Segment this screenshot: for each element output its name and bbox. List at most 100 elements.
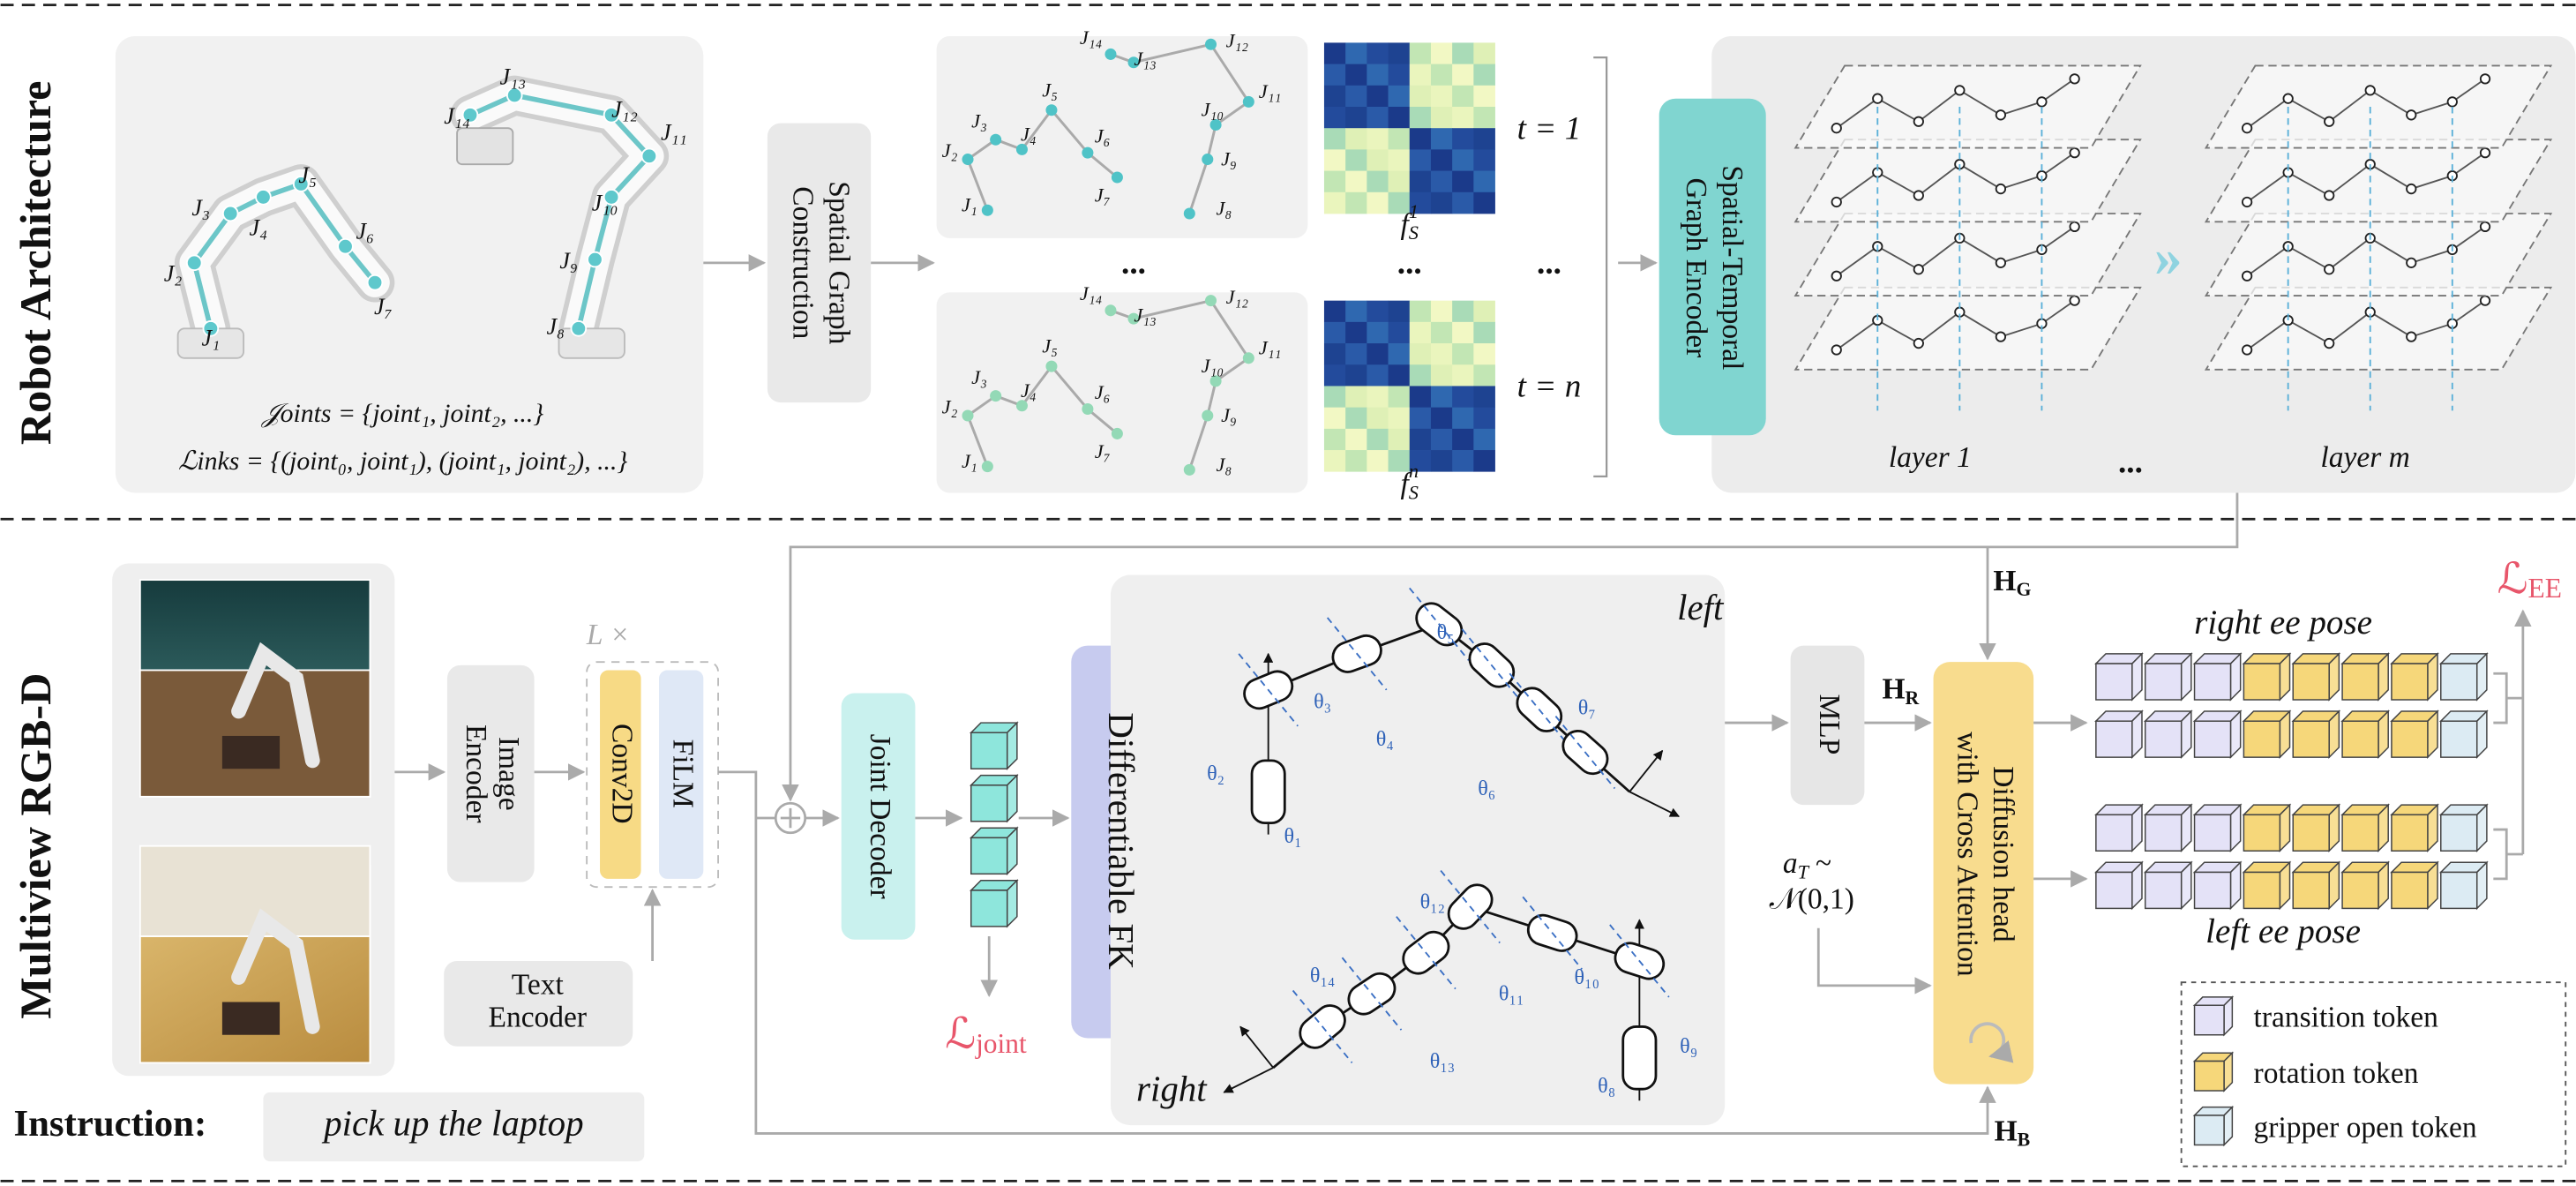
noise-subscript: T bbox=[1798, 860, 1810, 882]
joint-node bbox=[185, 254, 203, 272]
joint-label: J₁₃ bbox=[1134, 48, 1156, 70]
noise-symbol: a bbox=[1783, 847, 1798, 880]
cube-front bbox=[2391, 871, 2429, 910]
joint-node bbox=[221, 205, 239, 222]
layer-node bbox=[1913, 190, 1924, 201]
joint-axis bbox=[1461, 628, 1523, 702]
heatmap-cell bbox=[1452, 128, 1474, 150]
box bbox=[841, 693, 916, 940]
joint-node bbox=[505, 86, 523, 104]
joint-label: J₅ bbox=[1042, 79, 1058, 101]
layer-node bbox=[2479, 221, 2491, 233]
joint-label: J₁₂ bbox=[611, 97, 638, 123]
heatmap-cell bbox=[1388, 321, 1411, 344]
joint-axis bbox=[1396, 916, 1456, 990]
legend-label: rotation token bbox=[2254, 1057, 2419, 1090]
joint-label: J₇ bbox=[1095, 440, 1111, 462]
joint-axis bbox=[1341, 957, 1403, 1031]
heatmap-cell bbox=[1452, 149, 1474, 171]
layer-label: layer m bbox=[2320, 441, 2409, 474]
cube-front bbox=[2095, 663, 2133, 701]
joint-label: J₉ bbox=[1221, 404, 1237, 426]
joint-label: J₁₄ bbox=[1080, 282, 1102, 304]
heatmap-cell bbox=[1452, 364, 1474, 387]
fk-panel bbox=[1110, 574, 1726, 1126]
heatmap-cell bbox=[1323, 321, 1346, 344]
robot-gripper bbox=[456, 127, 514, 166]
heatmap-cell bbox=[1367, 64, 1389, 86]
joint-axis bbox=[1326, 617, 1388, 691]
heatmap-cell bbox=[1323, 386, 1346, 409]
layer-node bbox=[2324, 190, 2335, 201]
joints-set: 𝒥oints = {joint₁, joint₂, ...} bbox=[260, 399, 543, 428]
cube-front bbox=[2144, 814, 2183, 852]
graph-node bbox=[1183, 463, 1195, 476]
heatmap-cell bbox=[1367, 106, 1389, 129]
box-label: Joint Decoder bbox=[864, 734, 896, 899]
legend-label: gripper open token bbox=[2254, 1111, 2477, 1144]
heatmap-cell bbox=[1409, 343, 1432, 365]
joint-label: J₉ bbox=[1221, 148, 1237, 170]
graph-node bbox=[962, 409, 974, 422]
graph-node bbox=[1045, 360, 1058, 372]
angle-label: θ₇ bbox=[1578, 696, 1596, 720]
heatmap-cell bbox=[1345, 300, 1367, 323]
graph-layer bbox=[2204, 213, 2553, 296]
joint-node bbox=[603, 189, 620, 206]
heatmap-cell bbox=[1388, 364, 1411, 387]
layer-node bbox=[1831, 123, 1842, 134]
ellipsis: ... bbox=[1397, 245, 1422, 281]
joint-label: J₅ bbox=[1042, 335, 1058, 357]
joint-node bbox=[603, 106, 620, 124]
joint-label: J₄ bbox=[250, 215, 268, 241]
layer-node bbox=[2069, 221, 2080, 233]
heatmap-cell bbox=[1473, 343, 1495, 365]
photo-laptop bbox=[221, 1002, 281, 1035]
graph-layer bbox=[2204, 64, 2553, 149]
joint-label: J₁₁ bbox=[1259, 337, 1281, 359]
heatmap-cell bbox=[1323, 42, 1346, 64]
box-label: Text bbox=[512, 968, 565, 1001]
box-label: Encoder bbox=[460, 724, 492, 823]
robot-panel bbox=[115, 35, 704, 493]
bracket bbox=[1593, 56, 1608, 477]
joint-label: J₁₀ bbox=[1202, 99, 1224, 121]
graph-node bbox=[1105, 304, 1117, 317]
heatmap-cell bbox=[1430, 191, 1453, 214]
heatmap-cell bbox=[1409, 128, 1432, 150]
ellipsis: ... bbox=[1537, 245, 1561, 281]
joint-label: J₁₂ bbox=[1226, 286, 1249, 308]
heatmap-cell bbox=[1452, 428, 1474, 451]
layer-node bbox=[1995, 257, 2007, 268]
heatmap-cell bbox=[1345, 191, 1367, 214]
heatmap-cell bbox=[1473, 42, 1495, 64]
cube-front bbox=[2391, 814, 2429, 852]
h-label: HG bbox=[1993, 565, 2031, 601]
layer-node bbox=[1831, 270, 1842, 281]
cube-front bbox=[970, 732, 1008, 769]
cube-front bbox=[970, 837, 1008, 875]
angle-label: θ₆ bbox=[1478, 777, 1495, 800]
box-label: Diffusion head bbox=[1987, 766, 2019, 942]
joint-label: J₆ bbox=[1095, 381, 1111, 403]
pose-label: right ee pose bbox=[2194, 604, 2372, 642]
layer-node bbox=[2479, 73, 2491, 85]
layer-node bbox=[2282, 93, 2294, 104]
box bbox=[600, 670, 641, 879]
cube-front bbox=[2292, 720, 2330, 758]
joint-label: J₆ bbox=[1095, 124, 1111, 146]
layer-label: layer 1 bbox=[1889, 441, 1972, 474]
joint-label: J₇ bbox=[374, 294, 393, 319]
heatmap-cell bbox=[1323, 450, 1346, 472]
graph-layer bbox=[2204, 139, 2553, 223]
box bbox=[659, 670, 704, 879]
joint-label: J₇ bbox=[1095, 184, 1111, 206]
heatmap-cell bbox=[1473, 450, 1495, 472]
joint-label: J₈ bbox=[1217, 454, 1232, 476]
heatmap-cell bbox=[1345, 128, 1367, 150]
layer-node bbox=[2406, 183, 2417, 195]
heatmap-cell bbox=[1473, 191, 1495, 214]
heatmap-cell bbox=[1345, 450, 1367, 472]
heatmap-cell bbox=[1409, 364, 1432, 387]
joint-label: J₁₁ bbox=[1259, 80, 1281, 102]
